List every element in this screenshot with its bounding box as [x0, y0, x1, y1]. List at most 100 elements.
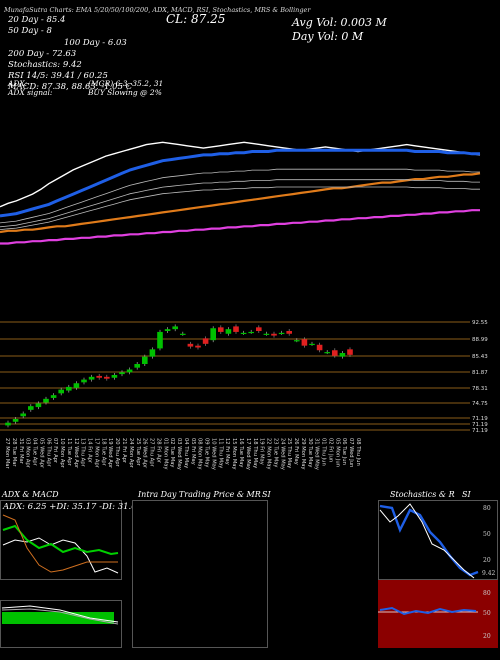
date-tick: 27 Thu Apr: [149, 438, 155, 467]
day-volume-label: Day Vol: 0 M: [292, 30, 364, 43]
candle-body: [66, 386, 72, 391]
date-tick: 03 Wed May: [176, 438, 182, 470]
macd-signal-line: [1, 608, 119, 625]
stoch-end-value: 9.42: [482, 570, 496, 577]
date-tick: 04 Thu May: [183, 438, 189, 468]
ema-20-label: 20 Day - 85.4: [8, 15, 66, 25]
ema-series-1: [0, 148, 480, 218]
date-tick: 30 Tue May: [307, 438, 313, 467]
candle-body: [218, 327, 224, 332]
date-tick: 07 Fri Apr: [52, 438, 58, 464]
candle-body: [172, 326, 178, 330]
candle-body: [142, 356, 148, 364]
ema-series-0: [0, 141, 481, 208]
candle-body: [81, 379, 87, 383]
macd-label: MACD: 87.38, 88.63, -1.05 C: [8, 82, 133, 92]
rsi-line: [379, 606, 477, 616]
candle-body: [309, 343, 315, 346]
date-tick: 11 Tue Apr: [66, 438, 72, 467]
price-tick-6: 71.19: [472, 416, 488, 422]
date-tick: 12 Fri May: [224, 438, 230, 465]
date-tick: 25 Tue Apr: [135, 438, 141, 467]
price-tick-1: 88.99: [472, 337, 488, 343]
candle-body: [263, 333, 270, 335]
date-tick: 17 Mon Apr: [93, 438, 99, 469]
date-tick: 31 Wed May: [314, 438, 320, 470]
candle-body: [271, 333, 277, 336]
date-tick: 06 Thu Apr: [45, 438, 51, 467]
candle-body: [225, 329, 232, 334]
stoch-tick-50: 50: [483, 531, 491, 538]
date-tick: 26 Wed Apr: [142, 438, 148, 469]
candle-body: [248, 331, 254, 334]
adx-values: ADX: 6.25 +DI: 35.17 -DI: 31.03: [3, 502, 143, 512]
close-price-label: CL: 87.25: [166, 12, 226, 26]
candle-body: [12, 419, 19, 422]
ema-line-chart: [0, 141, 481, 245]
rsi-label: RSI 14/5: 39.41 / 60.25: [8, 71, 108, 81]
candle-body: [301, 339, 308, 346]
ema-50-label: 50 Day - 8: [8, 26, 52, 36]
date-tick: 13 Thu Apr: [80, 438, 86, 467]
stochastics-si-label: SI: [462, 490, 471, 499]
ema-aux-line-0: [0, 168, 480, 224]
candle-body: [286, 331, 292, 334]
candle-body: [20, 413, 26, 417]
price-tick-8: 71.19: [472, 428, 488, 434]
adx-signal-label: ADX signal:: [8, 88, 53, 97]
date-tick: 05 Fri May: [190, 438, 196, 465]
stoch-d-line: [379, 503, 475, 579]
candle-body: [332, 350, 338, 356]
candle-body: [134, 364, 140, 368]
date-tick: 18 Tue Apr: [100, 438, 106, 467]
rsi-tick-80: 80: [483, 590, 491, 597]
date-tick: 12 Wed Apr: [73, 438, 79, 469]
ema-series-2: [0, 172, 481, 234]
intraday-si-label: SI: [262, 490, 271, 499]
date-tick: 25 Thu May: [286, 438, 292, 468]
candle-body: [180, 333, 186, 335]
stoch-k-line: [379, 504, 479, 577]
candle-body: [5, 422, 11, 426]
candle-body: [347, 349, 353, 355]
stoch-tick-80: 80: [483, 505, 491, 512]
rsi-panel: [378, 580, 498, 648]
macd-histogram: [2, 612, 114, 624]
candle-body: [96, 375, 102, 378]
price-tick-5: 74.75: [472, 401, 488, 407]
date-tick: 28 Fri Apr: [155, 438, 161, 464]
intraday-panel: [132, 500, 268, 648]
date-tick: 01 Mon May: [162, 438, 168, 470]
date-tick: 02 Fri Jun: [327, 438, 333, 462]
date-tick: 01 Thu Jun: [321, 438, 327, 466]
adx-line-0: [2, 537, 119, 574]
avg-volume-label: Avg Vol: 0.003 M: [292, 16, 387, 29]
date-tick: 21 Fri Apr: [121, 438, 127, 464]
candle-body: [157, 331, 163, 349]
stochastics-title: Stochastics & R: [390, 490, 455, 499]
candle-body: [88, 376, 95, 380]
price-tick-2: 85.43: [472, 354, 488, 360]
date-tick: 19 Fri May: [259, 438, 265, 465]
candle-body: [28, 406, 34, 410]
adx-line-2: [2, 514, 118, 573]
candle-body: [119, 372, 125, 375]
ema-aux-line-1: [0, 179, 480, 228]
date-tick: 05 Wed Apr: [38, 438, 44, 469]
date-tick: 03 Mon Apr: [25, 438, 31, 469]
date-tick: 27 Mon Mar: [4, 438, 10, 469]
date-tick: 06 Tue Jun: [341, 438, 347, 465]
price-tick-3: 81.87: [472, 370, 488, 376]
date-tick: 28 Tue Mar: [11, 438, 17, 467]
date-tick: 20 Thu Apr: [114, 438, 120, 467]
date-tick: 10 Mon Apr: [59, 438, 65, 469]
candle-body: [294, 340, 300, 342]
mrs-values: (MGR) 6.3, 35.2, 31: [88, 79, 164, 88]
date-tick: 31 Fri Mar: [18, 438, 24, 465]
candle-body: [50, 395, 57, 398]
candle-body: [164, 329, 171, 331]
candle-body: [111, 375, 118, 378]
price-tick-4: 78.31: [472, 386, 488, 392]
date-tick: 11 Thu May: [217, 438, 223, 468]
